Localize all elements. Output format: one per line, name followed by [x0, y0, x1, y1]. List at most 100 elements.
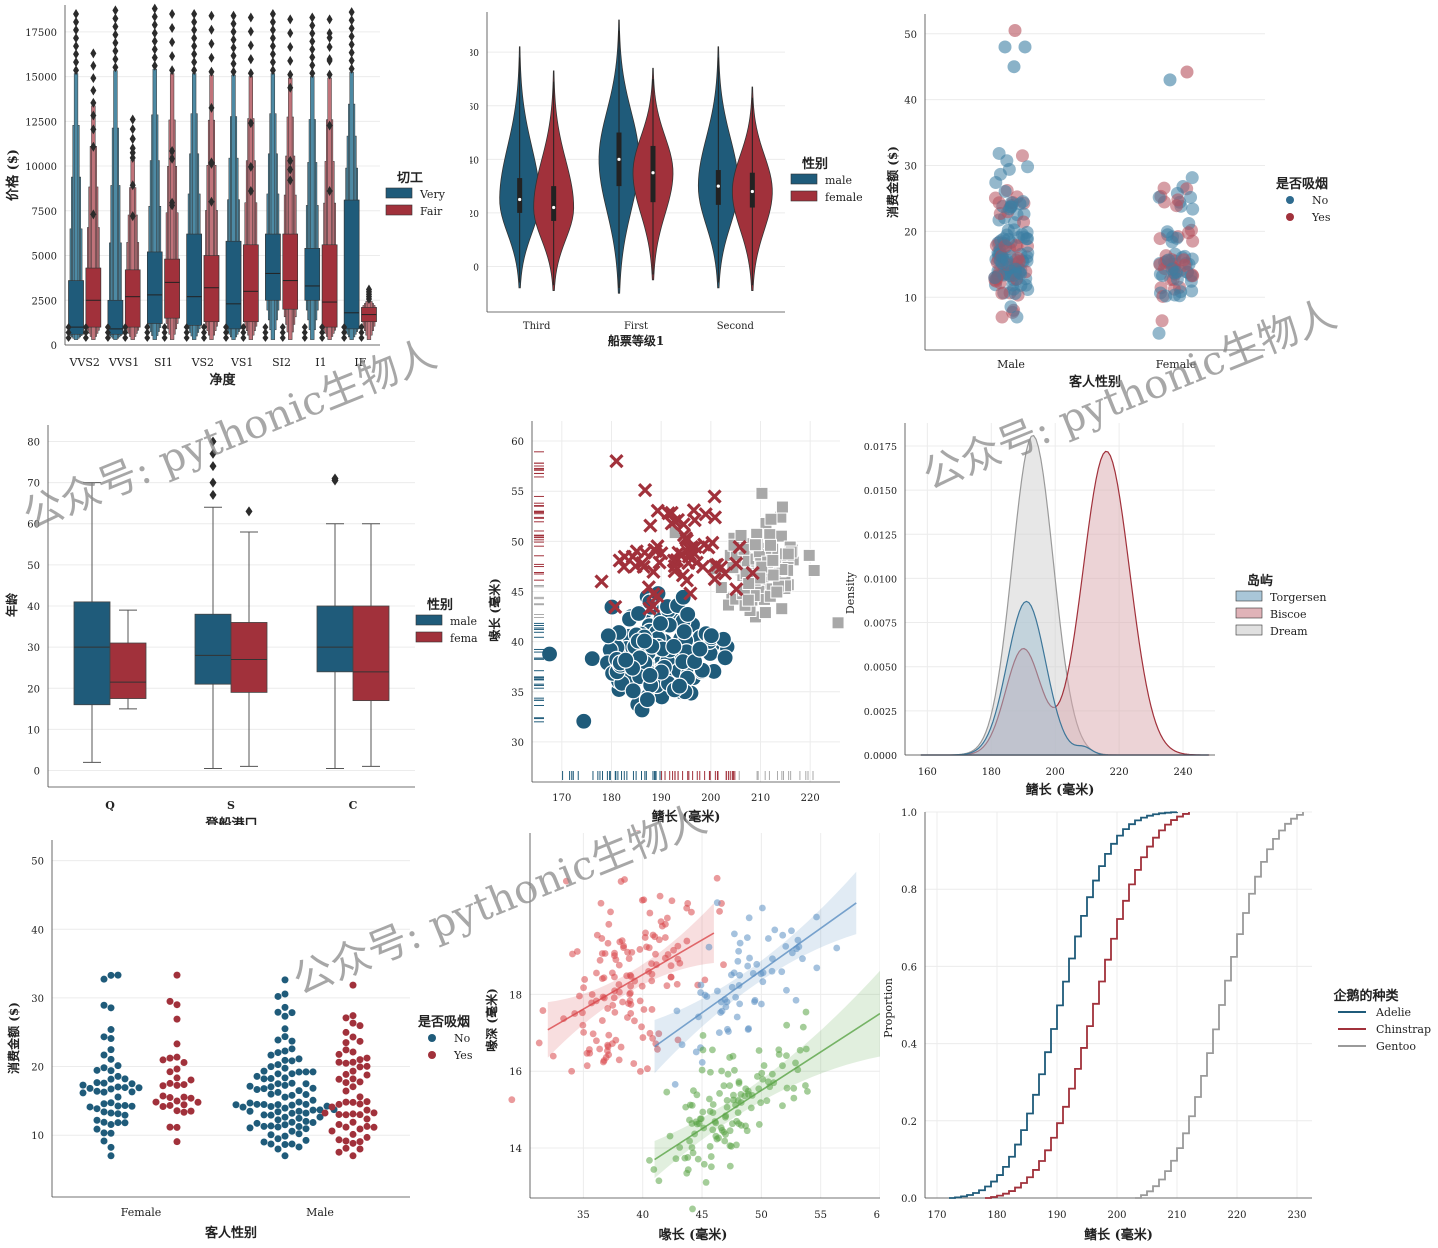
outlier-marker	[208, 196, 215, 207]
outlier-marker	[90, 60, 97, 71]
outlier-marker	[151, 52, 158, 63]
outlier-marker	[161, 333, 168, 342]
data-point	[152, 1098, 160, 1106]
data-point	[696, 1115, 704, 1123]
data-point	[173, 1107, 181, 1115]
boxen-box	[243, 244, 259, 323]
y-tick-label: 1.0	[901, 808, 917, 819]
outlier-marker	[223, 333, 230, 342]
data-point	[718, 1007, 726, 1015]
y-tick-label: 5000	[32, 252, 57, 263]
data-point	[726, 1127, 734, 1135]
y-tick-label: 50	[904, 30, 917, 41]
outlier-marker	[287, 69, 294, 80]
data-point	[281, 1140, 289, 1148]
data-point	[720, 961, 727, 969]
y-tick-label: 10000	[25, 162, 57, 173]
data-point	[100, 1079, 108, 1087]
data-point	[253, 1100, 261, 1108]
data-point	[288, 1101, 296, 1109]
data-point	[295, 1107, 303, 1115]
data-point	[625, 955, 633, 962]
outlier-marker	[309, 68, 316, 79]
data-point	[114, 1072, 122, 1080]
data-point	[166, 1101, 174, 1109]
outlier-marker	[287, 28, 294, 39]
data-point	[753, 1073, 761, 1080]
outlier-marker	[262, 328, 269, 337]
x-tick-label: 190	[1047, 1210, 1066, 1221]
data-point	[342, 1137, 350, 1145]
x-tick-label: 210	[751, 793, 770, 804]
outlier-marker	[348, 7, 355, 18]
regression-line	[547, 932, 715, 1031]
data-point	[681, 1154, 689, 1162]
data-point	[173, 1015, 181, 1023]
data-point	[652, 950, 659, 958]
data-point	[100, 1118, 108, 1126]
data-point	[267, 1131, 275, 1139]
legend-entry: male	[825, 174, 852, 187]
data-point	[992, 196, 1006, 210]
data-point	[718, 1126, 726, 1134]
data-point	[599, 627, 617, 645]
data-point	[363, 1071, 371, 1079]
data-point	[651, 933, 659, 941]
y-tick-label: 20	[904, 227, 917, 238]
data-point	[727, 1142, 735, 1150]
data-point	[759, 1075, 767, 1083]
x-tick-label: 55	[814, 1210, 827, 1221]
data-point	[114, 1102, 122, 1110]
x-tick-label: Second	[717, 321, 755, 332]
data-point	[716, 1090, 723, 1097]
data-point	[580, 984, 587, 992]
y-tick-label: 55	[511, 487, 524, 498]
data-point	[93, 1066, 101, 1074]
y-tick-label: 0.0175	[864, 442, 897, 453]
y-tick-label: 0.6	[901, 962, 917, 973]
data-point	[699, 1108, 707, 1116]
data-point	[549, 1052, 557, 1060]
data-point	[267, 1083, 275, 1091]
legend-marker	[428, 1051, 436, 1059]
outlier-marker	[319, 328, 326, 337]
legend-marker	[790, 173, 818, 185]
data-point	[684, 900, 692, 907]
data-point	[288, 1045, 296, 1053]
data-point	[166, 1054, 174, 1062]
data-point	[107, 1035, 115, 1043]
data-point	[159, 1092, 167, 1100]
x-tick-label: 40	[636, 1210, 649, 1221]
y-tick-label: 15000	[25, 73, 57, 84]
data-point	[159, 1056, 167, 1064]
data-point	[370, 1109, 378, 1117]
data-point	[699, 1046, 707, 1054]
x-tick-label: SI1	[154, 356, 173, 369]
data-point	[328, 1127, 336, 1135]
data-point	[107, 1143, 115, 1151]
outlier-marker	[269, 16, 276, 27]
data-point	[1155, 314, 1169, 328]
outlier-marker	[151, 11, 158, 22]
data-point	[100, 975, 108, 983]
data-point	[628, 559, 643, 574]
data-point	[763, 538, 777, 552]
outlier-marker	[151, 3, 158, 14]
data-point	[698, 507, 713, 522]
data-point	[730, 930, 738, 938]
data-point	[655, 1030, 663, 1038]
data-point	[757, 1099, 765, 1107]
outlier-marker	[73, 16, 80, 27]
outlier-marker	[65, 328, 72, 337]
data-point	[757, 1000, 765, 1008]
data-point	[640, 896, 648, 904]
boxen-box	[85, 267, 102, 328]
outlier-marker	[209, 489, 217, 500]
data-point	[1014, 267, 1028, 281]
data-point	[730, 1091, 737, 1099]
x-tick-label: Q	[105, 799, 115, 812]
data-point	[641, 580, 656, 595]
data-point	[581, 976, 589, 983]
data-point	[107, 1121, 115, 1129]
data-point	[679, 533, 694, 548]
